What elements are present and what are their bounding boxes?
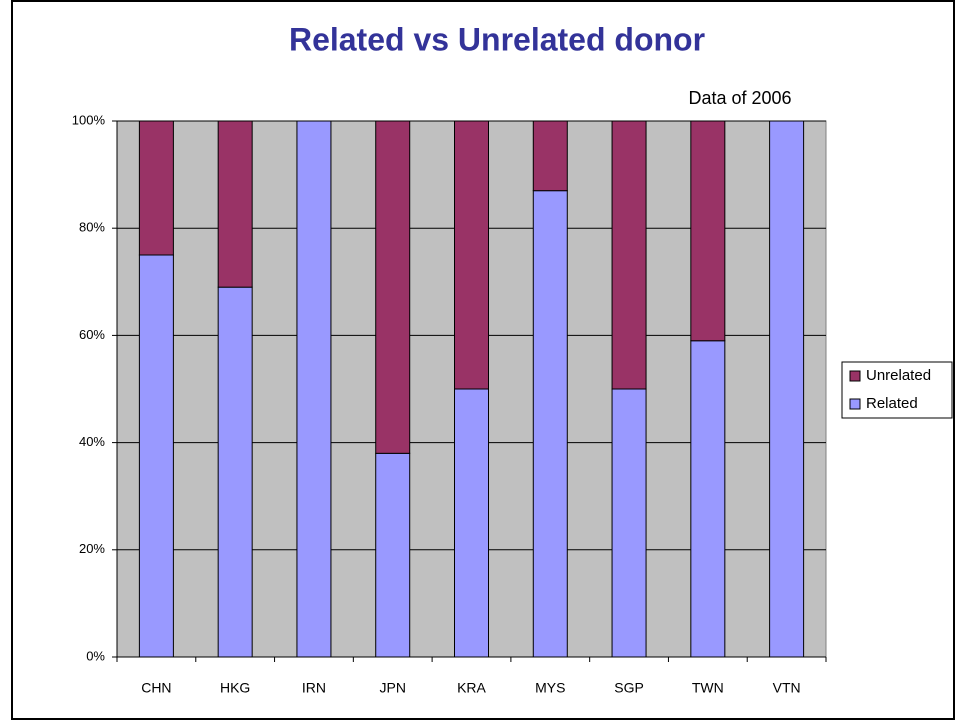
x-tick-label: CHN: [141, 680, 171, 696]
y-tick-label: 60%: [79, 327, 105, 342]
x-tick-label: KRA: [457, 680, 486, 696]
bar-segment: [454, 388, 489, 658]
bar-segment: [454, 120, 489, 390]
legend-label: Unrelated: [866, 367, 931, 384]
bar-segment: [611, 120, 647, 390]
bar-segment: [217, 286, 253, 658]
y-tick-label: 100%: [72, 112, 106, 127]
x-tick-label: MYS: [535, 680, 565, 696]
legend-swatch: [849, 370, 861, 382]
y-tick-label: 40%: [79, 434, 105, 449]
bar-segment: [690, 340, 726, 658]
chart-subtitle: Data of 2006: [688, 88, 791, 108]
y-tick-label: 0%: [86, 648, 105, 663]
frame: [11, 0, 955, 720]
x-tick-label: HKG: [220, 680, 250, 696]
bar-segment: [611, 388, 647, 658]
legend-label: Related: [866, 395, 918, 412]
x-tick-label: TWN: [692, 680, 724, 696]
legend-swatch: [849, 398, 861, 410]
x-tick-label: SGP: [614, 680, 644, 696]
bar-segment: [375, 452, 411, 658]
bar-segment: [375, 120, 411, 454]
bar-segment: [769, 120, 805, 658]
y-tick-label: 80%: [79, 220, 105, 235]
bar-segment: [138, 254, 174, 658]
x-tick-label: VTN: [773, 680, 801, 696]
bar-segment: [217, 120, 253, 288]
y-tick-label: 20%: [79, 541, 105, 556]
bar-segment: [296, 120, 332, 658]
bar-segment: [690, 120, 726, 342]
bar-segment: [532, 190, 568, 658]
x-tick-label: JPN: [379, 680, 405, 696]
bar-segment: [532, 120, 568, 192]
x-tick-label: IRN: [302, 680, 326, 696]
chart-title: Related vs Unrelated donor: [289, 21, 705, 57]
bar-segment: [138, 120, 174, 256]
